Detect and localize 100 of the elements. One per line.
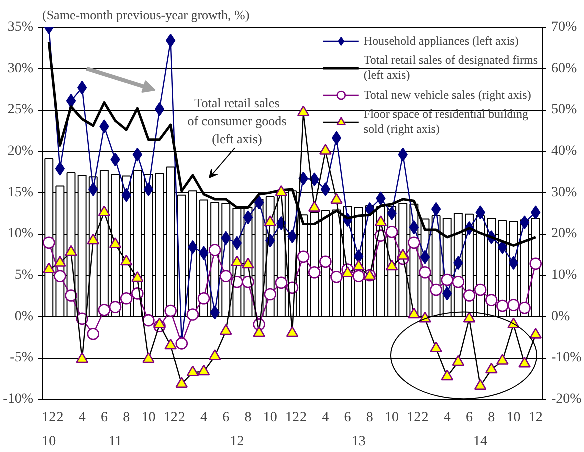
x-tick-label: 2 [56,410,64,426]
point [441,274,454,286]
point [320,256,332,268]
point [231,256,244,267]
y-tick-label: 10% [8,226,34,242]
point [42,262,56,274]
annotation: Total retail sales of consumer goods (left axis) [188,96,287,147]
x-tick-label: 6 [222,410,230,426]
point [485,294,498,306]
point [109,238,122,248]
point [253,326,266,338]
legend-label: Total new vehicle sales (right axis) [364,88,532,102]
text: 11 [108,434,122,450]
point [396,249,410,260]
y-tick-label: 15% [8,185,34,200]
point [420,250,430,264]
point [332,131,342,146]
point [208,244,222,256]
y-tick-label: 20% [8,144,34,159]
point [198,364,210,376]
x-tick-label: 6 [344,410,352,426]
point [430,342,442,352]
y-tick-label: -5% [10,350,34,366]
point [98,304,111,316]
y-tick-label: 0% [14,309,34,324]
point [42,236,56,249]
y2-tick-label: 40% [552,144,578,159]
y2-tick-label: -20% [552,392,582,407]
x-tick-label: 4 [322,410,330,426]
y-tick-label: -10% [3,392,34,407]
x-tick-label: 12 [407,410,422,426]
point [166,34,176,48]
point [208,350,222,360]
point [176,338,188,350]
point [154,102,165,116]
point [508,256,519,270]
legend-label: Total retail sales of designated firms (left axis) [364,53,538,83]
point [297,250,310,264]
point [232,236,242,250]
point [463,290,476,302]
x-tick-label: 2 [422,410,429,426]
point [220,270,232,282]
point [409,220,420,235]
point [408,308,420,319]
y-tick-label: 35% [8,20,34,35]
point [308,201,321,212]
point [65,290,78,302]
x-tick-label: 10 [506,410,521,426]
y2-tick-label: 70% [552,20,578,35]
point [54,270,66,282]
point [419,266,432,279]
point [286,326,299,338]
y-tick-label: 5% [14,268,34,283]
point [308,266,321,279]
point [498,240,508,254]
point [386,260,398,271]
point [441,370,454,381]
point [87,328,100,340]
y-tick-label: 25% [8,102,34,118]
point [144,182,154,197]
point [387,206,397,220]
y2-tick-label: 0% [552,309,570,324]
point [55,162,66,176]
x-tick-label: 4 [444,410,451,426]
point [518,302,531,314]
x-tick-label: 4 [200,410,208,426]
point [264,288,277,301]
point [352,270,366,282]
point [496,300,509,312]
point [431,202,442,216]
point [330,271,343,284]
point [275,276,288,290]
point [485,362,498,374]
y2-tick-label: 50% [552,102,578,118]
point [164,304,177,318]
point [198,292,210,305]
point [131,271,144,282]
text: 14 [474,434,488,450]
point [342,266,354,278]
chart-title: (Same-month previous-year growth, %) [42,8,250,22]
x-tick-label: 4 [78,410,86,426]
point [297,106,310,116]
point [98,206,111,216]
point [164,338,177,350]
point [66,94,76,108]
point [77,80,88,95]
point [320,144,332,155]
point [408,236,420,249]
point [176,377,188,388]
x-tick-label: 10 [385,410,400,426]
point [275,185,288,196]
text: 12 [230,434,244,450]
point [254,196,264,210]
point [452,355,465,366]
point [120,292,133,305]
x-tick-label: 8 [488,410,496,426]
x-tick-label: 2 [178,410,186,426]
point [76,352,88,364]
point [220,324,232,336]
x-tick-label: 12 [528,410,543,426]
